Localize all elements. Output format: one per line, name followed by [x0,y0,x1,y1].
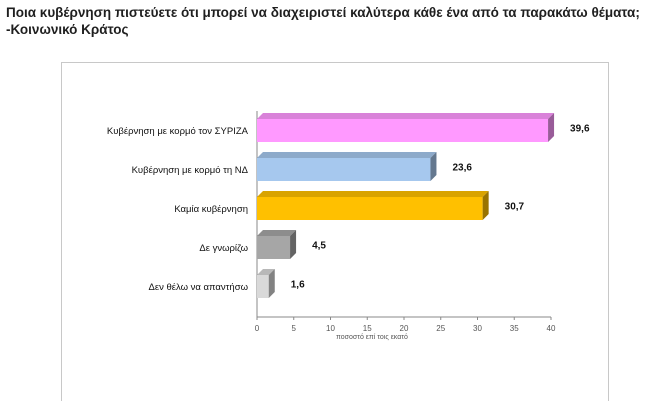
x-tick-label: 5 [292,324,297,333]
x-tick-label: 40 [547,324,556,333]
category-label: Δε γνωρίζω [199,243,248,254]
x-tick-label: 35 [510,324,519,333]
x-tick-label: 10 [326,324,335,333]
category-label: Κυβέρνηση με κορμό τον ΣΥΡΙΖΑ [107,126,249,137]
category-label: Δεν θέλω να απαντήσω [148,282,248,293]
value-label: 30,7 [505,202,525,213]
x-tick-label: 0 [255,324,260,333]
value-label: 4,5 [312,241,326,252]
x-tick-label: 20 [400,324,409,333]
bar-top-face [257,191,489,197]
x-tick-label: 30 [473,324,482,333]
bar [257,236,291,259]
value-label: 39,6 [570,124,590,135]
bar [257,275,269,298]
bar-top-face [257,269,275,275]
bar-end-face [482,191,489,220]
value-label: 23,6 [452,163,472,174]
bar [257,197,483,220]
bar [257,158,431,181]
bar-top-face [257,113,555,119]
bar-end-face [548,113,555,142]
bar-top-face [257,152,437,158]
bar-end-face [430,152,437,181]
bar-top-face [257,230,297,236]
x-axis-title: ποσοστό επί τοις εκατό [336,333,408,341]
bar-end-face [290,230,297,259]
category-label: Καμία κυβέρνηση [174,204,248,215]
x-tick-label: 15 [363,324,372,333]
x-tick-label: 25 [436,324,445,333]
bar-end-face [268,269,275,298]
chart-title: Ποια κυβέρνηση πιστεύετε ότι μπορεί να δ… [6,5,640,37]
value-label: 1,6 [291,280,305,291]
category-label: Κυβέρνηση με κορμό τη ΝΔ [132,165,249,176]
bar [257,119,549,142]
